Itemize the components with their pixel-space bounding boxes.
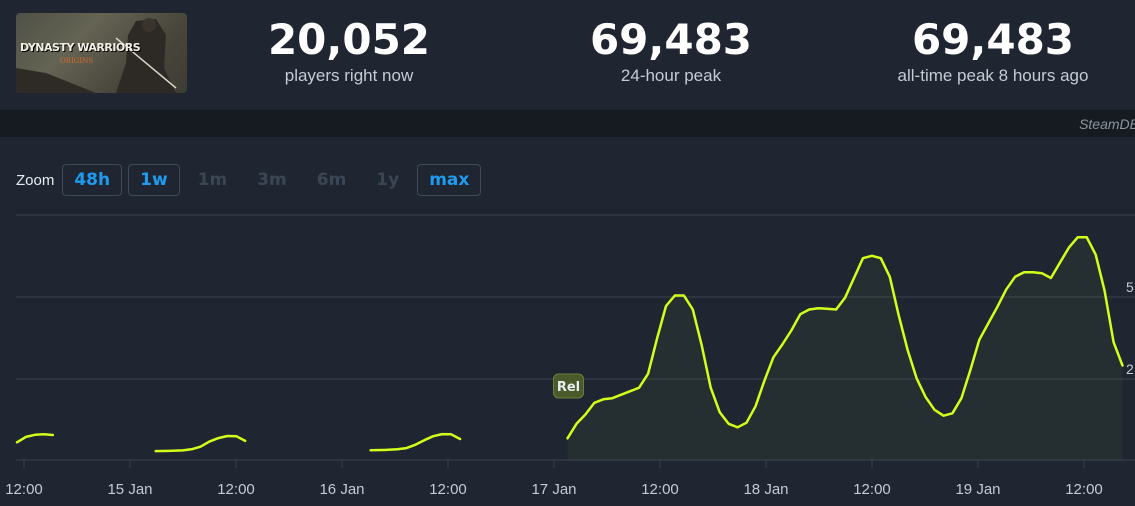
series-line-segment [369,432,462,452]
y-tick-label: 5 [1126,279,1134,295]
x-tick-label: 12:00 [5,481,43,498]
zoom-6m-button[interactable]: 6m [316,170,347,190]
x-tick-label: 12:00 [1065,481,1103,498]
stat-current-players: 20,052 players right now [252,14,446,86]
stat-value: 69,483 [911,15,1075,64]
chart-panel [0,137,1135,506]
series-line-segment [566,235,1124,440]
zoom-label: Zoom [16,171,55,189]
steamdb-watermark: SteamDB [1079,116,1135,132]
x-tick-label: 19 Jan [955,481,1000,498]
zoom-3m-button[interactable]: 3m [257,170,287,190]
x-tick-label: 16 Jan [319,481,364,498]
x-tick-label: 12:00 [429,481,467,498]
stat-value: 69,483 [589,15,753,64]
game-thumbnail[interactable]: DYNASTY WARRIORS ORIGINS [16,13,187,93]
stat-value: 20,052 [267,15,431,64]
series-line-segment [154,434,247,453]
zoom-1m-button[interactable]: 1m [197,170,228,190]
stat-label: 24-hour peak [620,66,722,85]
x-tick-label: 17 Jan [531,481,576,498]
series-area [567,237,1123,460]
zoom-1y-button[interactable]: 1y [376,170,400,190]
zoom-controls: Zoom 48h 1w 1m 3m 6m 1y max [16,163,487,197]
x-tick-label: 12:00 [641,481,679,498]
stat-label: all-time peak 8 hours ago [897,66,1089,85]
series-line-segment [15,433,55,444]
x-tick-label: 15 Jan [107,481,152,498]
game-art-icon [16,13,187,93]
zoom-max-button[interactable]: max [417,164,482,196]
logo-title: DYNASTY WARRIORS [20,41,141,54]
stats-panel: DYNASTY WARRIORS ORIGINS 20,052 players … [0,0,1135,110]
stat-all-time-peak: 69,483 all-time peak 8 hours ago [872,14,1114,86]
x-tick-label: 18 Jan [743,481,788,498]
player-count-chart[interactable]: 2 5 12:00 15 Jan 12:00 16 Jan 12:00 17 Jan 12:00… [0,137,1135,506]
logo-subtitle: ORIGINS [60,57,94,65]
stat-24h-peak: 69,483 24-hour peak [571,14,771,86]
release-marker [553,373,584,399]
x-tick-label: 12:00 [217,481,255,498]
release-marker-label: Rel [557,380,580,395]
stat-label: players right now [284,66,414,85]
x-tick-label: 12:00 [853,481,891,498]
zoom-48h-button[interactable]: 48h [62,164,123,196]
y-tick-label: 2 [1126,361,1134,377]
zoom-1w-button[interactable]: 1w [128,164,180,196]
